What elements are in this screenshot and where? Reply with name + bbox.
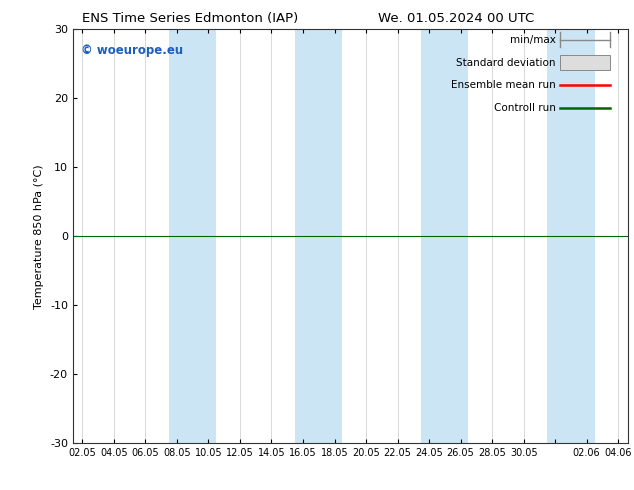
Bar — [169, 29, 216, 443]
Bar — [547, 29, 595, 443]
Text: Standard deviation: Standard deviation — [456, 57, 555, 68]
Text: min/max: min/max — [510, 35, 555, 45]
Y-axis label: Temperature 850 hPa (°C): Temperature 850 hPa (°C) — [34, 164, 44, 309]
Text: ENS Time Series Edmonton (IAP): ENS Time Series Edmonton (IAP) — [82, 12, 299, 25]
Text: Ensemble mean run: Ensemble mean run — [451, 80, 555, 90]
Bar — [560, 55, 610, 70]
Text: © woeurope.eu: © woeurope.eu — [81, 44, 183, 57]
Text: We. 01.05.2024 00 UTC: We. 01.05.2024 00 UTC — [378, 12, 534, 25]
Text: Controll run: Controll run — [494, 103, 555, 113]
Bar — [295, 29, 342, 443]
Bar — [421, 29, 469, 443]
